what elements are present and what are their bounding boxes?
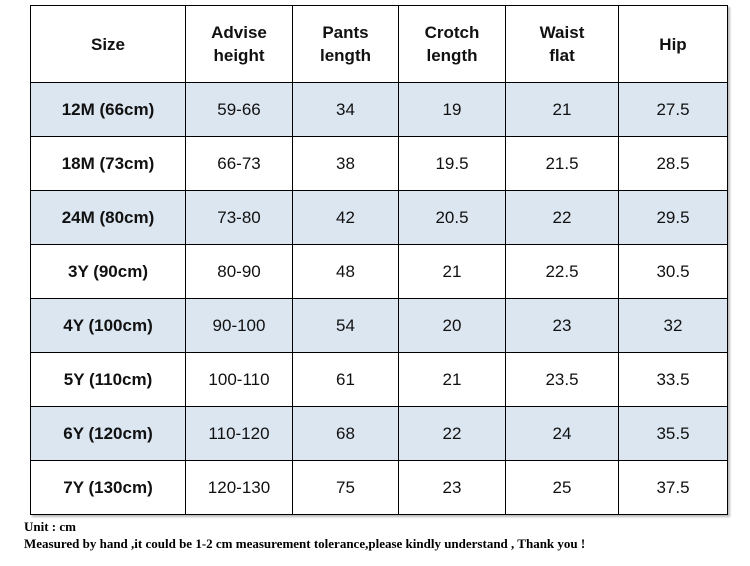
value-cell: 22 (505, 190, 619, 245)
value-cell: 100-110 (185, 352, 293, 407)
value-cell: 20.5 (398, 190, 506, 245)
value-cell: 20 (398, 298, 506, 353)
value-cell: 22.5 (505, 244, 619, 299)
value-cell: 32 (618, 298, 728, 353)
value-cell: 25 (505, 460, 619, 515)
value-cell: 35.5 (618, 406, 728, 461)
value-cell: 34 (292, 82, 399, 137)
header-row: Size Advise height Pants length Crotch leng… (30, 5, 728, 83)
value-cell: 22 (398, 406, 506, 461)
tolerance-note: Measured by hand ,it could be 1-2 cm mea… (24, 536, 586, 551)
table-row: 6Y (120cm) 110-120 68 22 24 35.5 (30, 406, 728, 461)
value-cell: 33.5 (618, 352, 728, 407)
value-cell: 21 (505, 82, 619, 137)
value-cell: 75 (292, 460, 399, 515)
value-cell: 90-100 (185, 298, 293, 353)
value-cell: 24 (505, 406, 619, 461)
table-row: 5Y (110cm) 100-110 61 21 23.5 33.5 (30, 352, 728, 407)
value-cell: 37.5 (618, 460, 728, 515)
header-cell: Hip (618, 5, 728, 83)
value-cell: 29.5 (618, 190, 728, 245)
size-cell: 24M (80cm) (30, 190, 186, 245)
size-cell: 7Y (130cm) (30, 460, 186, 515)
value-cell: 23 (505, 298, 619, 353)
header-cell: Size (30, 5, 186, 83)
header-cell: Waist flat (505, 5, 619, 83)
table-row: 18M (73cm) 66-73 38 19.5 21.5 28.5 (30, 136, 728, 191)
header-cell: Pants length (292, 5, 399, 83)
value-cell: 110-120 (185, 406, 293, 461)
table-row: 24M (80cm) 73-80 42 20.5 22 29.5 (30, 190, 728, 245)
value-cell: 59-66 (185, 82, 293, 137)
table-row: 4Y (100cm) 90-100 54 20 23 32 (30, 298, 728, 353)
value-cell: 28.5 (618, 136, 728, 191)
value-cell: 27.5 (618, 82, 728, 137)
size-cell: 3Y (90cm) (30, 244, 186, 299)
table-body: 12M (66cm) 59-66 34 19 21 27.5 18M (73cm) 66-73… (30, 82, 728, 515)
size-cell: 4Y (100cm) (30, 298, 186, 353)
value-cell: 54 (292, 298, 399, 353)
header-cell: Advise height (185, 5, 293, 83)
value-cell: 80-90 (185, 244, 293, 299)
value-cell: 120-130 (185, 460, 293, 515)
size-cell: 12M (66cm) (30, 82, 186, 137)
value-cell: 42 (292, 190, 399, 245)
value-cell: 61 (292, 352, 399, 407)
value-cell: 68 (292, 406, 399, 461)
size-cell: 18M (73cm) (30, 136, 186, 191)
value-cell: 23 (398, 460, 506, 515)
value-cell: 73-80 (185, 190, 293, 245)
table-row: 3Y (90cm) 80-90 48 21 22.5 30.5 (30, 244, 728, 299)
table-row: 12M (66cm) 59-66 34 19 21 27.5 (30, 82, 728, 137)
size-cell: 5Y (110cm) (30, 352, 186, 407)
header-cell: Crotch length (398, 5, 506, 83)
value-cell: 19 (398, 82, 506, 137)
unit-note: Unit : cm (24, 519, 76, 534)
table-row: 7Y (130cm) 120-130 75 23 25 37.5 (30, 460, 728, 515)
value-cell: 30.5 (618, 244, 728, 299)
value-cell: 38 (292, 136, 399, 191)
value-cell: 23.5 (505, 352, 619, 407)
size-table: Size Advise height Pants length Crotch leng… (30, 5, 728, 515)
value-cell: 21 (398, 352, 506, 407)
value-cell: 48 (292, 244, 399, 299)
value-cell: 66-73 (185, 136, 293, 191)
size-cell: 6Y (120cm) (30, 406, 186, 461)
value-cell: 21 (398, 244, 506, 299)
value-cell: 19.5 (398, 136, 506, 191)
value-cell: 21.5 (505, 136, 619, 191)
